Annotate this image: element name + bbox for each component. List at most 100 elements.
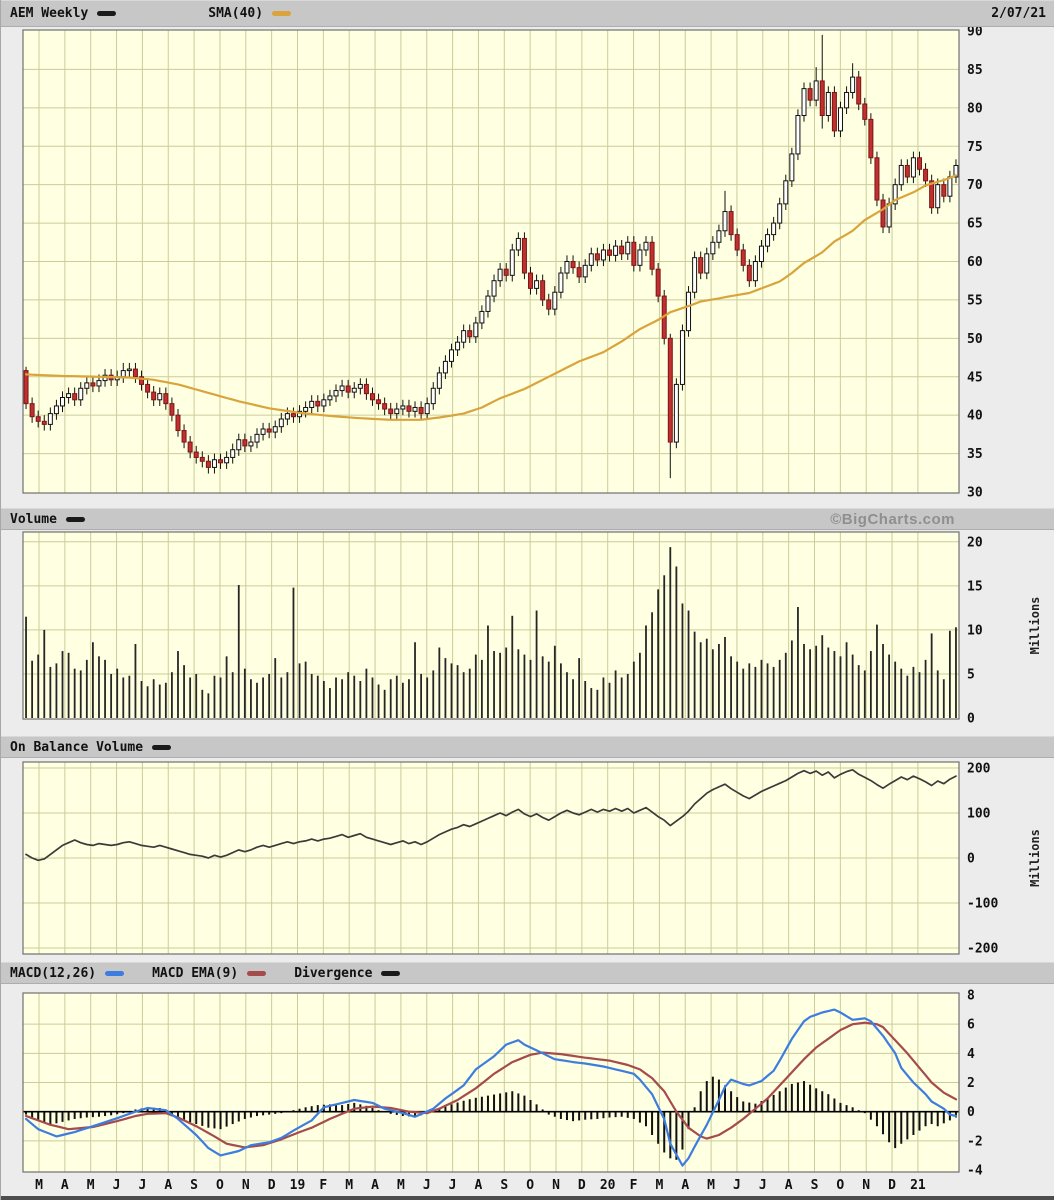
month-label: A <box>474 1178 483 1193</box>
month-label: F <box>629 1178 638 1193</box>
month-label: J <box>448 1178 457 1193</box>
volume-bar <box>626 673 629 718</box>
candle-down <box>831 91 837 132</box>
volume-bar <box>705 638 708 718</box>
volume-bar <box>553 645 556 718</box>
volume-bar <box>304 661 307 718</box>
volume-bar <box>572 679 574 718</box>
divergence-bar <box>256 1111 258 1117</box>
volume-bar <box>900 668 903 718</box>
divergence-bar <box>304 1107 307 1112</box>
window-bottom-edge <box>1 1196 1054 1200</box>
candle-down <box>169 403 175 416</box>
volume-bar <box>31 660 34 718</box>
divergence-bar <box>55 1111 58 1124</box>
volume-bar <box>444 658 447 718</box>
volume-bar <box>924 659 927 718</box>
volume-bar <box>566 672 568 718</box>
divergence-bar <box>657 1111 660 1144</box>
candle-up <box>157 393 163 401</box>
macd-line <box>24 1008 958 1167</box>
candle-down <box>546 299 552 310</box>
candle-up <box>455 341 461 351</box>
candle-down <box>187 441 193 453</box>
month-label: S <box>810 1178 819 1193</box>
candle-up <box>509 249 515 276</box>
volume-bar <box>104 659 106 718</box>
macd-panel-tick-label: 6 <box>967 1018 975 1033</box>
volume-bar <box>91 642 94 718</box>
volume-bar <box>219 677 222 718</box>
volume-bar <box>67 652 70 718</box>
volume-bar <box>171 672 173 718</box>
volume-bar <box>724 636 726 718</box>
candle-up <box>211 459 217 468</box>
volume-bar <box>213 675 216 718</box>
macd-ema-label: MACD EMA(9) <box>152 965 239 981</box>
divergence-bar <box>523 1095 526 1112</box>
candle-up <box>351 387 357 393</box>
month-label: A <box>164 1178 173 1193</box>
divergence-bar <box>578 1111 581 1121</box>
divergence-bar <box>201 1111 204 1126</box>
volume-bar <box>329 688 331 718</box>
divergence-bar <box>310 1106 313 1112</box>
candle-down <box>242 439 248 447</box>
divergence-bar <box>97 1111 100 1117</box>
volume-bar <box>845 642 848 718</box>
candle-up <box>224 456 230 464</box>
month-label: S <box>190 1178 199 1193</box>
volume-panel-background <box>23 532 959 719</box>
divergence-bar <box>772 1094 775 1112</box>
candle-up <box>795 115 801 155</box>
volume-panel-tick-label: 15 <box>967 579 983 594</box>
obv-panel-tick-label: 0 <box>967 852 975 867</box>
volume-bar <box>85 659 88 718</box>
divergence-bar <box>948 1111 951 1121</box>
divergence-bar <box>61 1111 64 1122</box>
candle-down <box>667 337 673 443</box>
divergence-bar <box>626 1111 629 1118</box>
candle-up <box>473 322 479 338</box>
legend-aem-weekly: AEM Weekly <box>10 6 117 21</box>
divergence-bar <box>602 1111 605 1119</box>
candle-down <box>503 268 509 276</box>
candle-down <box>528 272 534 289</box>
candle-up <box>236 439 242 451</box>
divergence-bar <box>875 1111 878 1127</box>
volume-bar <box>493 651 495 718</box>
candle-down <box>631 241 637 266</box>
volume-bar <box>882 644 884 718</box>
divergence-bar <box>894 1111 897 1149</box>
divergence-bar <box>146 1107 149 1112</box>
divergence-bar <box>535 1104 538 1112</box>
chart-date: 2/07/21 <box>991 6 1046 21</box>
obv-panel-tick-label: 200 <box>967 761 991 776</box>
volume-bar <box>711 649 714 718</box>
divergence-bar <box>742 1101 745 1112</box>
divergence-bar <box>43 1111 46 1123</box>
volume-panel-tick-label: 0 <box>967 712 975 727</box>
volume-bar <box>578 658 581 718</box>
candle-down <box>868 118 874 159</box>
divergence-bar <box>183 1111 186 1121</box>
divergence-bar <box>711 1076 714 1112</box>
volume-bar <box>195 673 198 718</box>
candle-down <box>345 385 351 393</box>
candle-down <box>175 414 181 432</box>
volume-bar <box>541 656 544 718</box>
divergence-bar <box>590 1111 593 1120</box>
candle-up <box>461 330 467 343</box>
divergence-bar <box>31 1111 34 1118</box>
divergence-bar <box>669 1111 672 1159</box>
candle-down <box>874 157 880 201</box>
divergence-bar <box>644 1111 647 1127</box>
legend-sma40: SMA(40) <box>208 6 292 21</box>
macd-ema-swatch <box>247 970 267 976</box>
volume-bar <box>268 673 271 718</box>
candle-down <box>163 393 169 405</box>
candle-up <box>479 310 485 324</box>
divergence-bar <box>918 1111 921 1131</box>
volume-bar <box>699 642 702 718</box>
